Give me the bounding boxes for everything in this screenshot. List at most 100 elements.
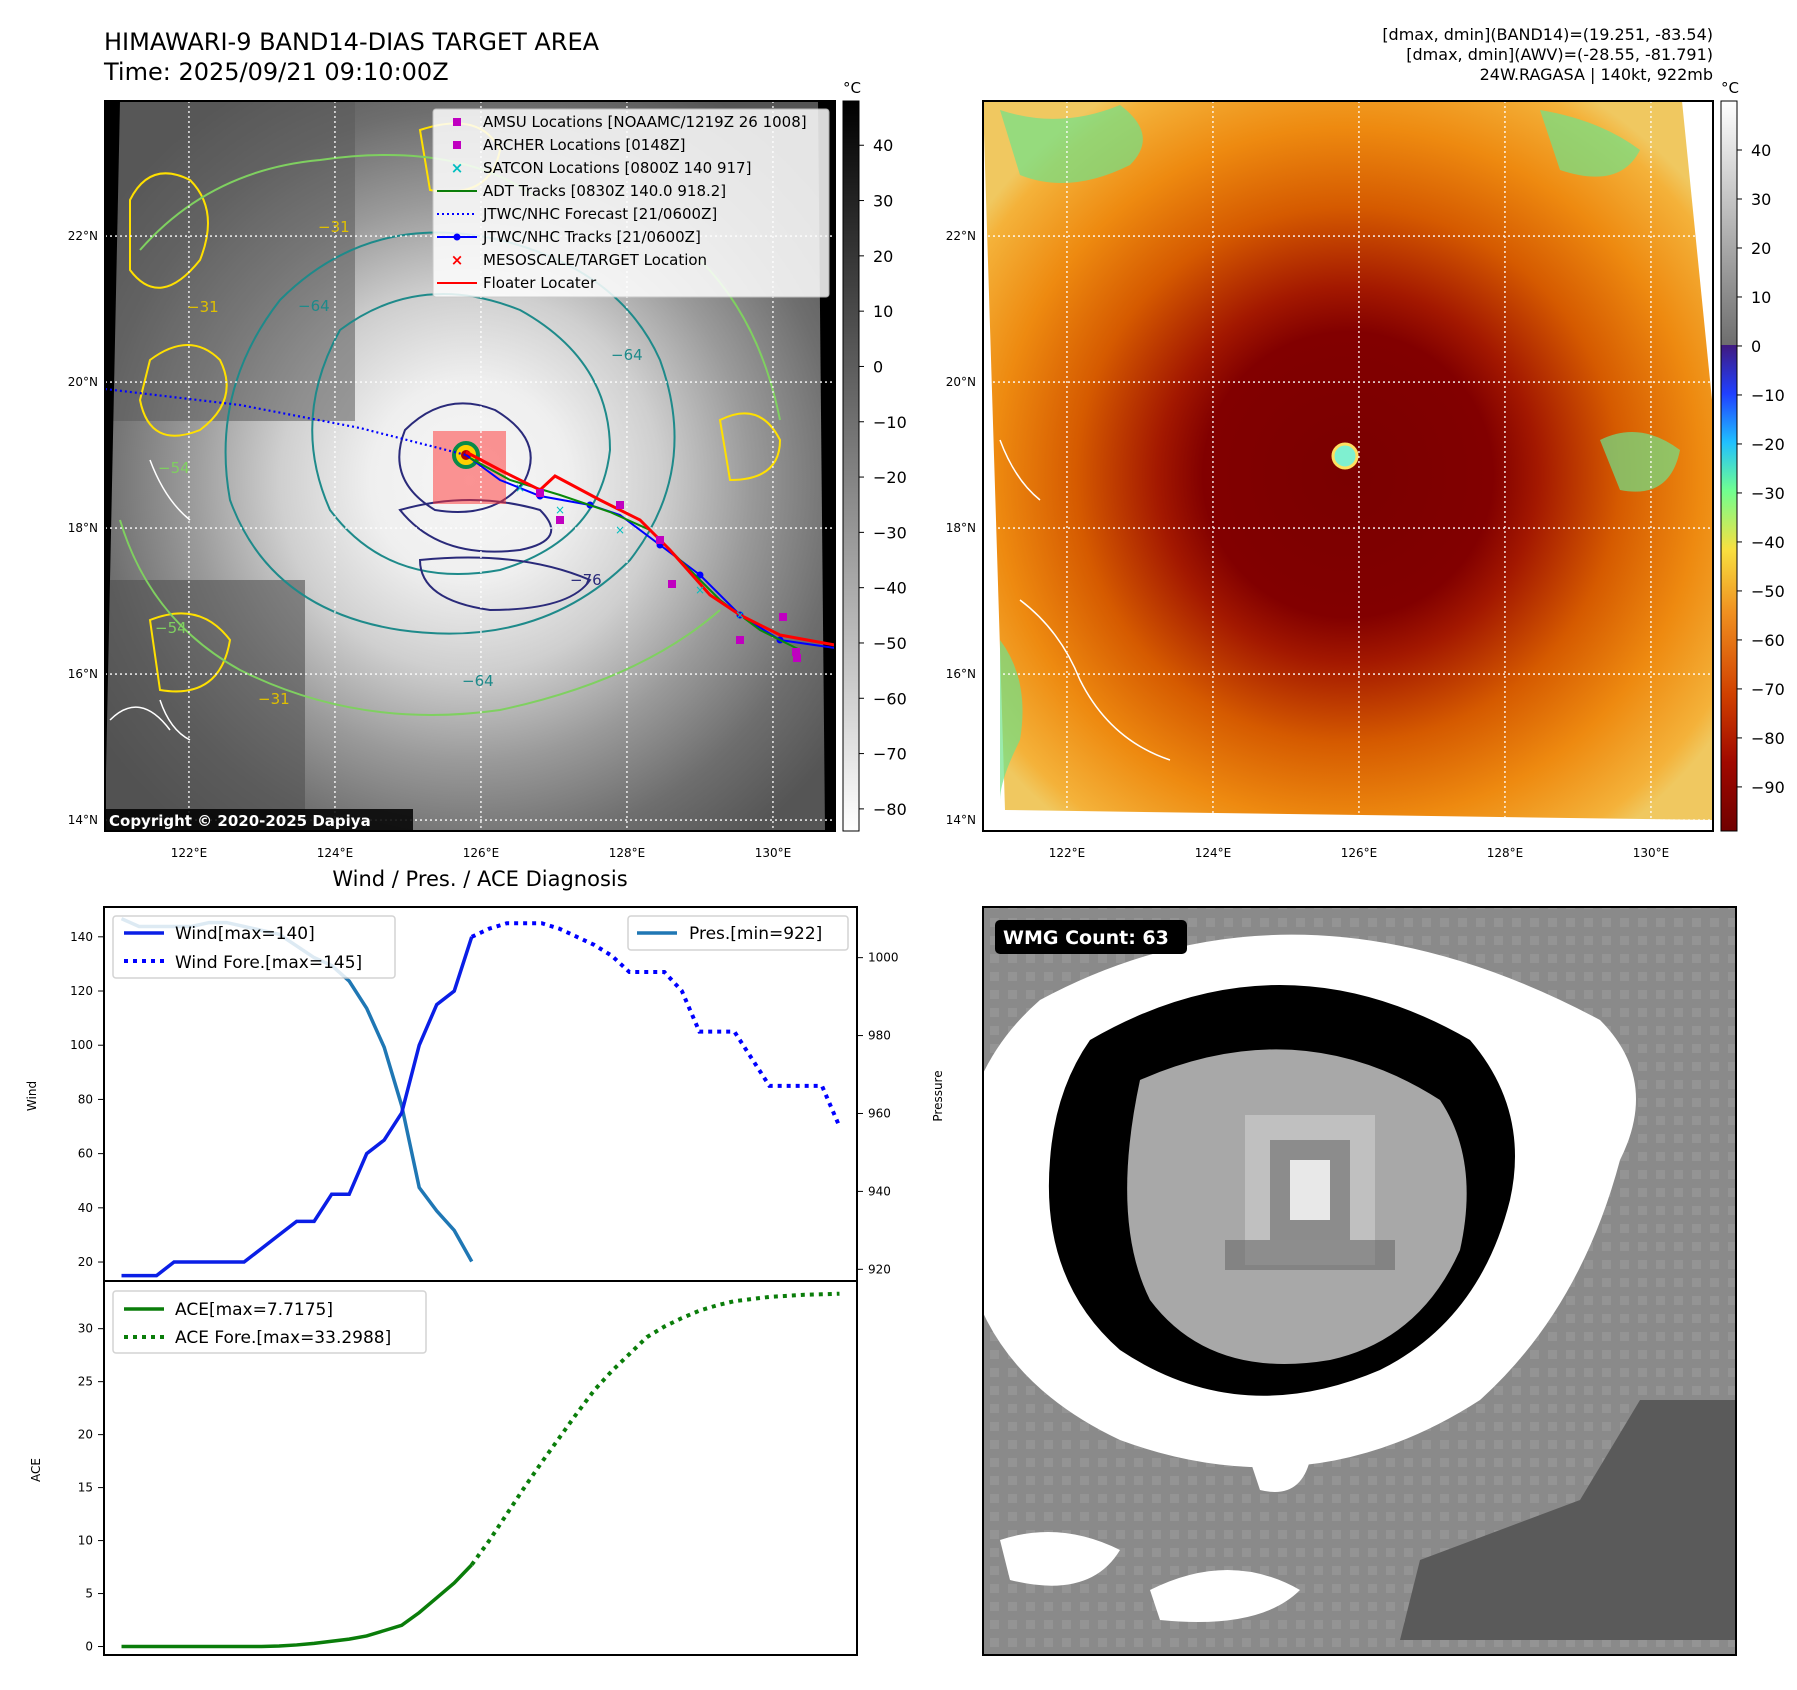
copyright-box — [105, 809, 413, 831]
colorbar-right-tick-label: −60 — [1751, 631, 1785, 650]
ace-tick-label: 10 — [78, 1534, 93, 1548]
colorbar-right-tick-label: 20 — [1751, 239, 1771, 258]
colorbar-left-tick-label: −50 — [873, 634, 907, 653]
heat-lat-label: 18°N — [946, 521, 976, 535]
contour-label: −31 — [318, 218, 350, 236]
jtwc-track-line — [465, 454, 835, 649]
colorbar-left-tick-label: 30 — [873, 192, 893, 211]
colorbar-left-tick-label: −70 — [873, 745, 907, 764]
ace-tick-label: 0 — [85, 1640, 93, 1654]
colorbar-right-unit: °C — [1721, 79, 1739, 97]
heat-lon-label: 126°E — [1341, 846, 1378, 860]
colorbar-left-tick-label: 40 — [873, 136, 893, 155]
wmg-badge-text: WMG Count: 63 — [1003, 927, 1169, 949]
heat-lat-label: 22°N — [946, 229, 976, 243]
ir-map-panel: × × × × × −64 −64 −64 −76 −31 −31 −31 −54 −54 Copyri… — [68, 100, 836, 860]
legend-swatch: × — [451, 251, 464, 269]
wind-legend: Wind[max=140] Wind Fore.[max=145] — [112, 915, 396, 979]
amsu-marker — [536, 489, 544, 497]
ace-tick-label: 30 — [78, 1322, 93, 1336]
ace-tick-label: 15 — [78, 1481, 93, 1495]
colorbar-right-tick-label: −40 — [1751, 533, 1785, 552]
ir-lat-label: 18°N — [68, 521, 98, 535]
colorbar-right-tick-label: −20 — [1751, 435, 1785, 454]
info-band14: [dmax, dmin](BAND14)=(19.251, -83.54) — [1382, 25, 1713, 44]
copyright-text: Copyright © 2020-2025 Dapiya — [109, 812, 371, 830]
colorbar-left: °C 40 30 20 10 0 −10 −20 −30 −40 −50 −60 −70 −80 — [842, 79, 907, 832]
ace-legend-label: ACE[max=7.7175] — [175, 1300, 333, 1320]
pressure-tick-label: 960 — [868, 1106, 891, 1120]
colorbar-right-tick-label: −70 — [1751, 680, 1785, 699]
colorbar-left-tick-label: 0 — [873, 357, 883, 376]
legend-swatch: × — [451, 159, 464, 177]
colorbar-left-tick-label: −40 — [873, 579, 907, 598]
amsu-marker — [556, 516, 564, 524]
ace-fore-legend-label: ACE Fore.[max=33.2988] — [175, 1328, 391, 1348]
colorbar-right-tick-label: −10 — [1751, 386, 1785, 405]
heat-lat-label: 20°N — [946, 375, 976, 389]
heat-lat-label: 16°N — [946, 667, 976, 681]
colorbar-right-tick-label: 30 — [1751, 190, 1771, 209]
ir-lon-label: 126°E — [463, 846, 500, 860]
wind-tick-label: 120 — [70, 984, 93, 998]
ace-line — [121, 1563, 474, 1649]
colorbar-right-tick-label: −80 — [1751, 729, 1785, 748]
colorbar-left-tick-label: −10 — [873, 413, 907, 432]
floater-track-line — [465, 450, 835, 647]
contour-label: −76 — [570, 571, 602, 589]
wind-fore-legend-label: Wind Fore.[max=145] — [175, 953, 362, 973]
heat-lon-label: 128°E — [1487, 846, 1524, 860]
colorbar-right-tick-label: 10 — [1751, 288, 1771, 307]
wind-axis-label: Wind — [25, 1081, 39, 1111]
legend-swatch — [453, 141, 461, 149]
amsu-marker — [779, 613, 787, 621]
satcon-marker: × — [695, 583, 705, 597]
figure-time: Time: 2025/09/21 09:10:00Z — [103, 58, 449, 86]
colorbar-right-tick-label: 40 — [1751, 141, 1771, 160]
map-legend: AMSU Locations [NOAAMC/1219Z 26 1008] ARC… — [432, 108, 830, 298]
legend-label: AMSU Locations [NOAAMC/1219Z 26 1008] — [483, 113, 807, 131]
legend-label: ARCHER Locations [0148Z] — [483, 136, 686, 154]
heat-lon-label: 124°E — [1195, 846, 1232, 860]
wind-legend-label: Wind[max=140] — [175, 924, 315, 944]
pressure-axis-label: Pressure — [931, 1070, 945, 1121]
satcon-marker: × — [615, 523, 625, 537]
colorbar-left-tick-label: −60 — [873, 689, 907, 708]
wmg-badge — [995, 920, 1187, 954]
pressure-tick-label: 920 — [868, 1262, 891, 1276]
amsu-marker — [656, 536, 664, 544]
colorbar-left-tick-label: −30 — [873, 523, 907, 542]
ace-axis-label: ACE — [29, 1458, 43, 1482]
heat-lat-label: 14°N — [946, 813, 976, 827]
pressure-tick-label: 1000 — [868, 951, 899, 965]
heat-map-axes: 122°E 124°E 126°E 128°E 130°E 22°N 20°N 18°N 16°… — [946, 229, 1669, 860]
satcon-marker: × — [735, 608, 745, 622]
wmg-panel: WMG Count: 63 — [959, 906, 1737, 1656]
colorbar-right-tick-label: 0 — [1751, 337, 1761, 356]
ace-tick-label: 20 — [78, 1428, 93, 1442]
pressure-legend: Pres.[min=922] — [627, 915, 849, 951]
amsu-marker — [616, 501, 624, 509]
wind-tick-label: 60 — [78, 1147, 93, 1161]
colorbar-left-tick-label: −20 — [873, 468, 907, 487]
wind-tick-label: 40 — [78, 1201, 93, 1215]
colorbar-right-tick-label: −50 — [1751, 582, 1785, 601]
ace-legend: ACE[max=7.7175] ACE Fore.[max=33.2988] — [112, 1290, 427, 1354]
pressure-legend-label: Pres.[min=922] — [689, 924, 822, 944]
amsu-marker — [736, 636, 744, 644]
ace-forecast-line — [470, 1291, 840, 1566]
wind-line — [121, 936, 474, 1278]
wind-tick-label: 140 — [70, 930, 93, 944]
legend-label: ADT Tracks [0830Z 140.0 918.2] — [483, 182, 726, 200]
figure-title: HIMAWARI-9 BAND14-DIAS TARGET AREA — [104, 28, 600, 56]
ir-lat-label: 16°N — [68, 667, 98, 681]
satcon-marker: × — [515, 481, 525, 495]
heat-map-panel: 122°E 124°E 126°E 128°E 130°E 22°N 20°N 18°N 16°… — [946, 100, 1714, 860]
legend-swatch-dot — [453, 233, 461, 241]
ace-tick-label: 5 — [85, 1587, 93, 1601]
ir-lon-label: 122°E — [171, 846, 208, 860]
ir-map-axes: 122°E 124°E 126°E 128°E 130°E 22°N 20°N 18°N 16°… — [68, 229, 791, 860]
ir-lat-label: 20°N — [68, 375, 98, 389]
wind-tick-label: 20 — [78, 1255, 93, 1269]
